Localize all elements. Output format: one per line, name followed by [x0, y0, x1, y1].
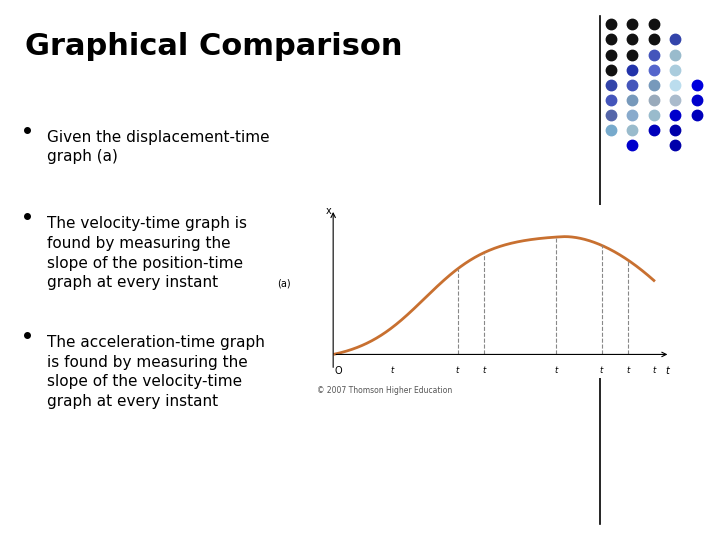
Text: Given the displacement-time
graph (a): Given the displacement-time graph (a) — [47, 130, 269, 164]
Text: (a): (a) — [277, 279, 291, 289]
Text: The velocity-time graph is
found by measuring the
slope of the position-time
gra: The velocity-time graph is found by meas… — [47, 216, 247, 291]
Text: t: t — [600, 367, 603, 375]
Text: t: t — [665, 366, 669, 376]
Text: The acceleration-time graph
is found by measuring the
slope of the velocity-time: The acceleration-time graph is found by … — [47, 335, 265, 409]
Text: © 2007 Thomson Higher Education: © 2007 Thomson Higher Education — [317, 386, 452, 395]
Text: t: t — [390, 367, 394, 375]
Text: t: t — [652, 367, 655, 375]
Text: x: x — [325, 206, 331, 216]
Text: t: t — [456, 367, 459, 375]
Text: t: t — [482, 367, 485, 375]
Text: t: t — [554, 367, 557, 375]
Text: O: O — [334, 366, 342, 376]
Text: t: t — [626, 367, 629, 375]
Text: Graphical Comparison: Graphical Comparison — [25, 32, 402, 62]
